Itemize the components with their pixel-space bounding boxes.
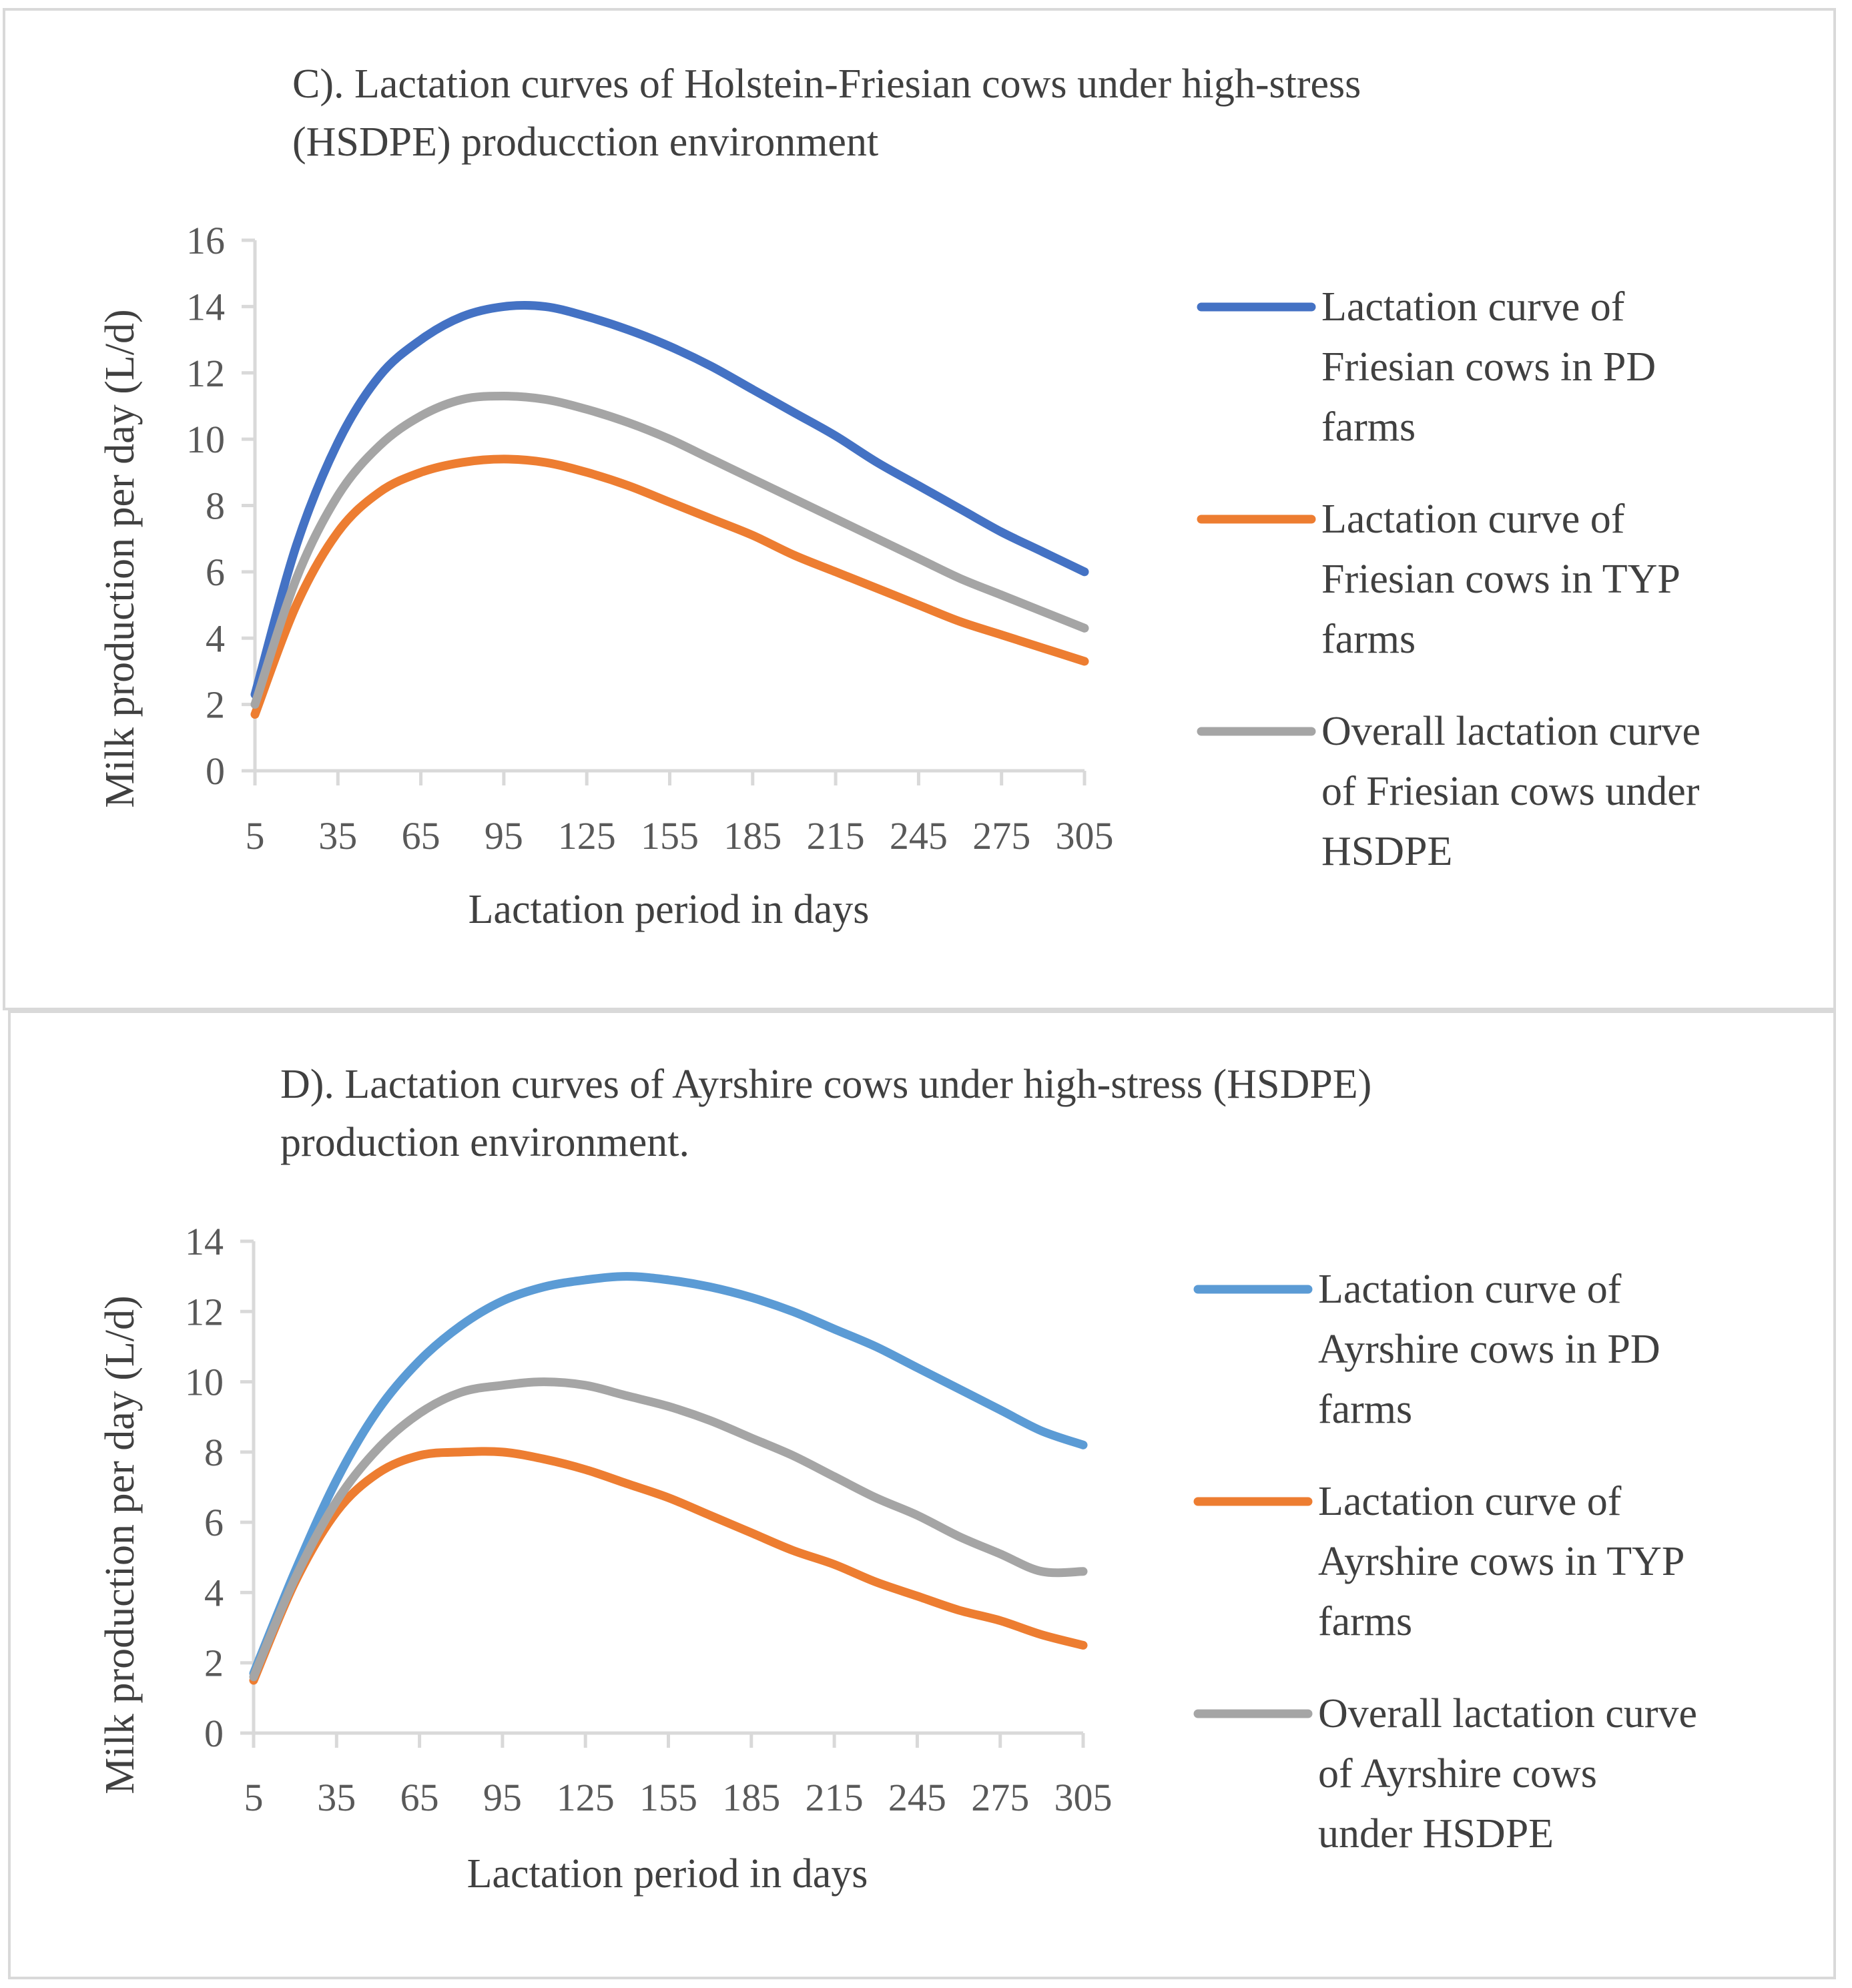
legend-label-2: Friesian cows in TYP: [1321, 557, 1680, 602]
x-tick-label: 215: [807, 814, 865, 858]
legend-label-1: Ayrshire cows in PD: [1318, 1327, 1660, 1372]
chart-title-line-1: D). Lactation curves of Ayrshire cows un…: [280, 1062, 1371, 1107]
x-tick-label: 275: [972, 814, 1030, 858]
x-tick-label: 65: [400, 1776, 439, 1819]
chart-title-line-1: C). Lactation curves of Holstein-Friesia…: [292, 61, 1361, 107]
y-tick-labels: 0 2 4 6 8 10 12 14 16: [186, 219, 225, 793]
x-tick-label: 305: [1054, 1776, 1113, 1819]
series-line-3: [249, 1377, 1088, 1682]
x-tick-label: 95: [485, 814, 523, 858]
y-tick-label: 4: [204, 1571, 224, 1614]
axes: [240, 1239, 1085, 1748]
x-tick-label: 5: [246, 814, 265, 858]
legend-label-2: Lactation curve of: [1318, 1479, 1622, 1524]
x-tick-label: 185: [722, 1776, 780, 1819]
y-tick-label: 8: [206, 484, 225, 528]
series-line-2: [250, 454, 1089, 719]
x-tick-label: 305: [1056, 814, 1114, 858]
y-tick-label: 0: [206, 749, 225, 793]
chart-title-line-2: (HSDPE) producction environment: [292, 119, 878, 165]
y-tick-label: 16: [186, 219, 225, 262]
legend-label-3: HSDPE: [1321, 829, 1452, 874]
legend-label-1: Friesian cows in PD: [1321, 344, 1656, 390]
x-axis-label: Lactation period in days: [469, 887, 870, 932]
series-line-2: [249, 1447, 1088, 1685]
legend-label-1: farms: [1318, 1387, 1412, 1432]
legend-label-1: Lactation curve of: [1318, 1267, 1622, 1312]
y-tick-label: 14: [185, 1220, 224, 1263]
x-tick-label: 65: [402, 814, 440, 858]
x-tick-label: 245: [888, 1776, 946, 1819]
x-tick-label: 125: [557, 1776, 615, 1819]
legend-label-1: farms: [1321, 404, 1416, 450]
legend-label-1: Lactation curve of: [1321, 284, 1625, 330]
x-tick-label: 155: [641, 814, 699, 858]
y-axis-label: Milk production per day (L/d): [97, 309, 143, 807]
legend-label-3: Overall lactation curve: [1321, 709, 1701, 754]
series-line-1: [249, 1272, 1088, 1678]
y-tick-label: 6: [206, 551, 225, 594]
chart-title-line-2: production environment.: [280, 1120, 689, 1165]
x-tick-label: 245: [890, 814, 948, 858]
y-tick-labels: 0 2 4 6 8 10 12 14: [185, 1220, 224, 1755]
legend-label-3: of Ayrshire cows: [1318, 1751, 1597, 1796]
y-tick-label: 12: [186, 352, 225, 395]
y-tick-label: 10: [185, 1361, 224, 1404]
x-axis-label: Lactation period in days: [467, 1851, 868, 1897]
legend: Lactation curve of Ayrshire cows in PD far…: [1193, 1267, 1697, 1857]
y-tick-label: 10: [186, 418, 225, 461]
x-tick-label: 185: [723, 814, 782, 858]
y-tick-label: 14: [186, 285, 225, 328]
legend-label-2: farms: [1318, 1599, 1412, 1644]
series-lines: [250, 301, 1089, 719]
legend-label-3: Overall lactation curve: [1318, 1691, 1697, 1736]
x-tick-label: 5: [244, 1776, 264, 1819]
x-tick-label: 125: [558, 814, 616, 858]
x-tick-label: 215: [806, 1776, 864, 1819]
y-tick-label: 0: [204, 1712, 224, 1755]
y-tick-label: 12: [185, 1290, 224, 1333]
panel-d-frame: [8, 1010, 1836, 1979]
panel-d-chart: D). Lactation curves of Ayrshire cows un…: [97, 1062, 1697, 1897]
x-tick-label: 95: [483, 1776, 522, 1819]
legend-label-3: under HSDPE: [1318, 1811, 1554, 1857]
legend-label-2: farms: [1321, 617, 1416, 662]
y-tick-label: 2: [204, 1642, 224, 1685]
x-tick-labels: 5 35 65 95 125 155 185 215 245 275 305: [244, 1776, 1113, 1819]
x-tick-label: 275: [971, 1776, 1029, 1819]
panel-c-chart: C). Lactation curves of Holstein-Friesia…: [97, 61, 1701, 932]
series-line-3: [250, 392, 1089, 709]
x-tick-label: 155: [639, 1776, 697, 1819]
series-line-1: [250, 301, 1089, 699]
y-tick-label: 6: [204, 1501, 224, 1544]
y-tick-label: 2: [206, 683, 225, 727]
x-tick-labels: 5 35 65 95 125 155 185 215 245 275 305: [246, 814, 1114, 858]
series-lines: [249, 1272, 1088, 1685]
legend-label-2: Ayrshire cows in TYP: [1318, 1539, 1684, 1584]
legend: Lactation curve of Friesian cows in PD far…: [1197, 284, 1701, 874]
legend-label-2: Lactation curve of: [1321, 496, 1625, 542]
y-tick-label: 4: [206, 617, 225, 660]
x-tick-label: 35: [317, 1776, 356, 1819]
y-axis-label: Milk production per day (L/d): [97, 1295, 143, 1794]
x-tick-label: 35: [318, 814, 357, 858]
y-tick-label: 8: [204, 1431, 224, 1474]
legend-label-3: of Friesian cows under: [1321, 769, 1700, 814]
